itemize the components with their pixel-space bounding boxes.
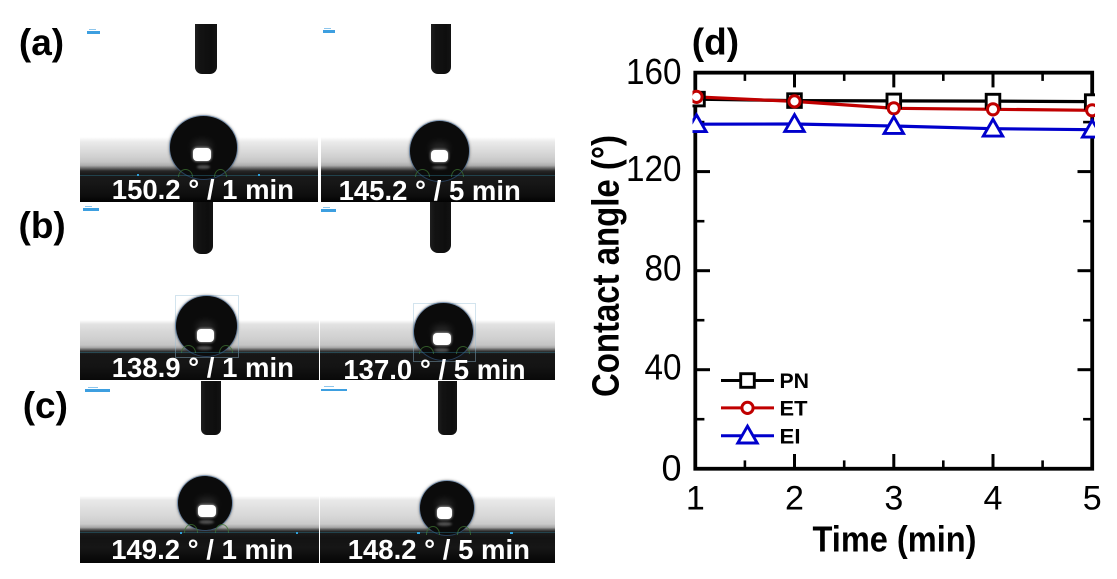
svg-text:2: 2 xyxy=(785,480,804,518)
svg-text:4: 4 xyxy=(984,480,1003,518)
svg-text:1: 1 xyxy=(686,480,705,518)
svg-text:3: 3 xyxy=(884,480,903,518)
svg-text:PN: PN xyxy=(780,369,810,393)
svg-text:(d): (d) xyxy=(692,21,739,62)
svg-text:80: 80 xyxy=(645,247,682,288)
svg-text:5: 5 xyxy=(1083,480,1102,518)
svg-text:EI: EI xyxy=(780,424,801,448)
svg-text:ET: ET xyxy=(780,397,808,421)
svg-text:Contact angle (°): Contact angle (°) xyxy=(586,135,628,397)
svg-text:160: 160 xyxy=(626,51,682,92)
svg-text:0: 0 xyxy=(661,448,681,489)
svg-text:Time (min): Time (min) xyxy=(813,519,977,560)
svg-text:120: 120 xyxy=(626,148,682,189)
svg-text:40: 40 xyxy=(645,346,682,387)
